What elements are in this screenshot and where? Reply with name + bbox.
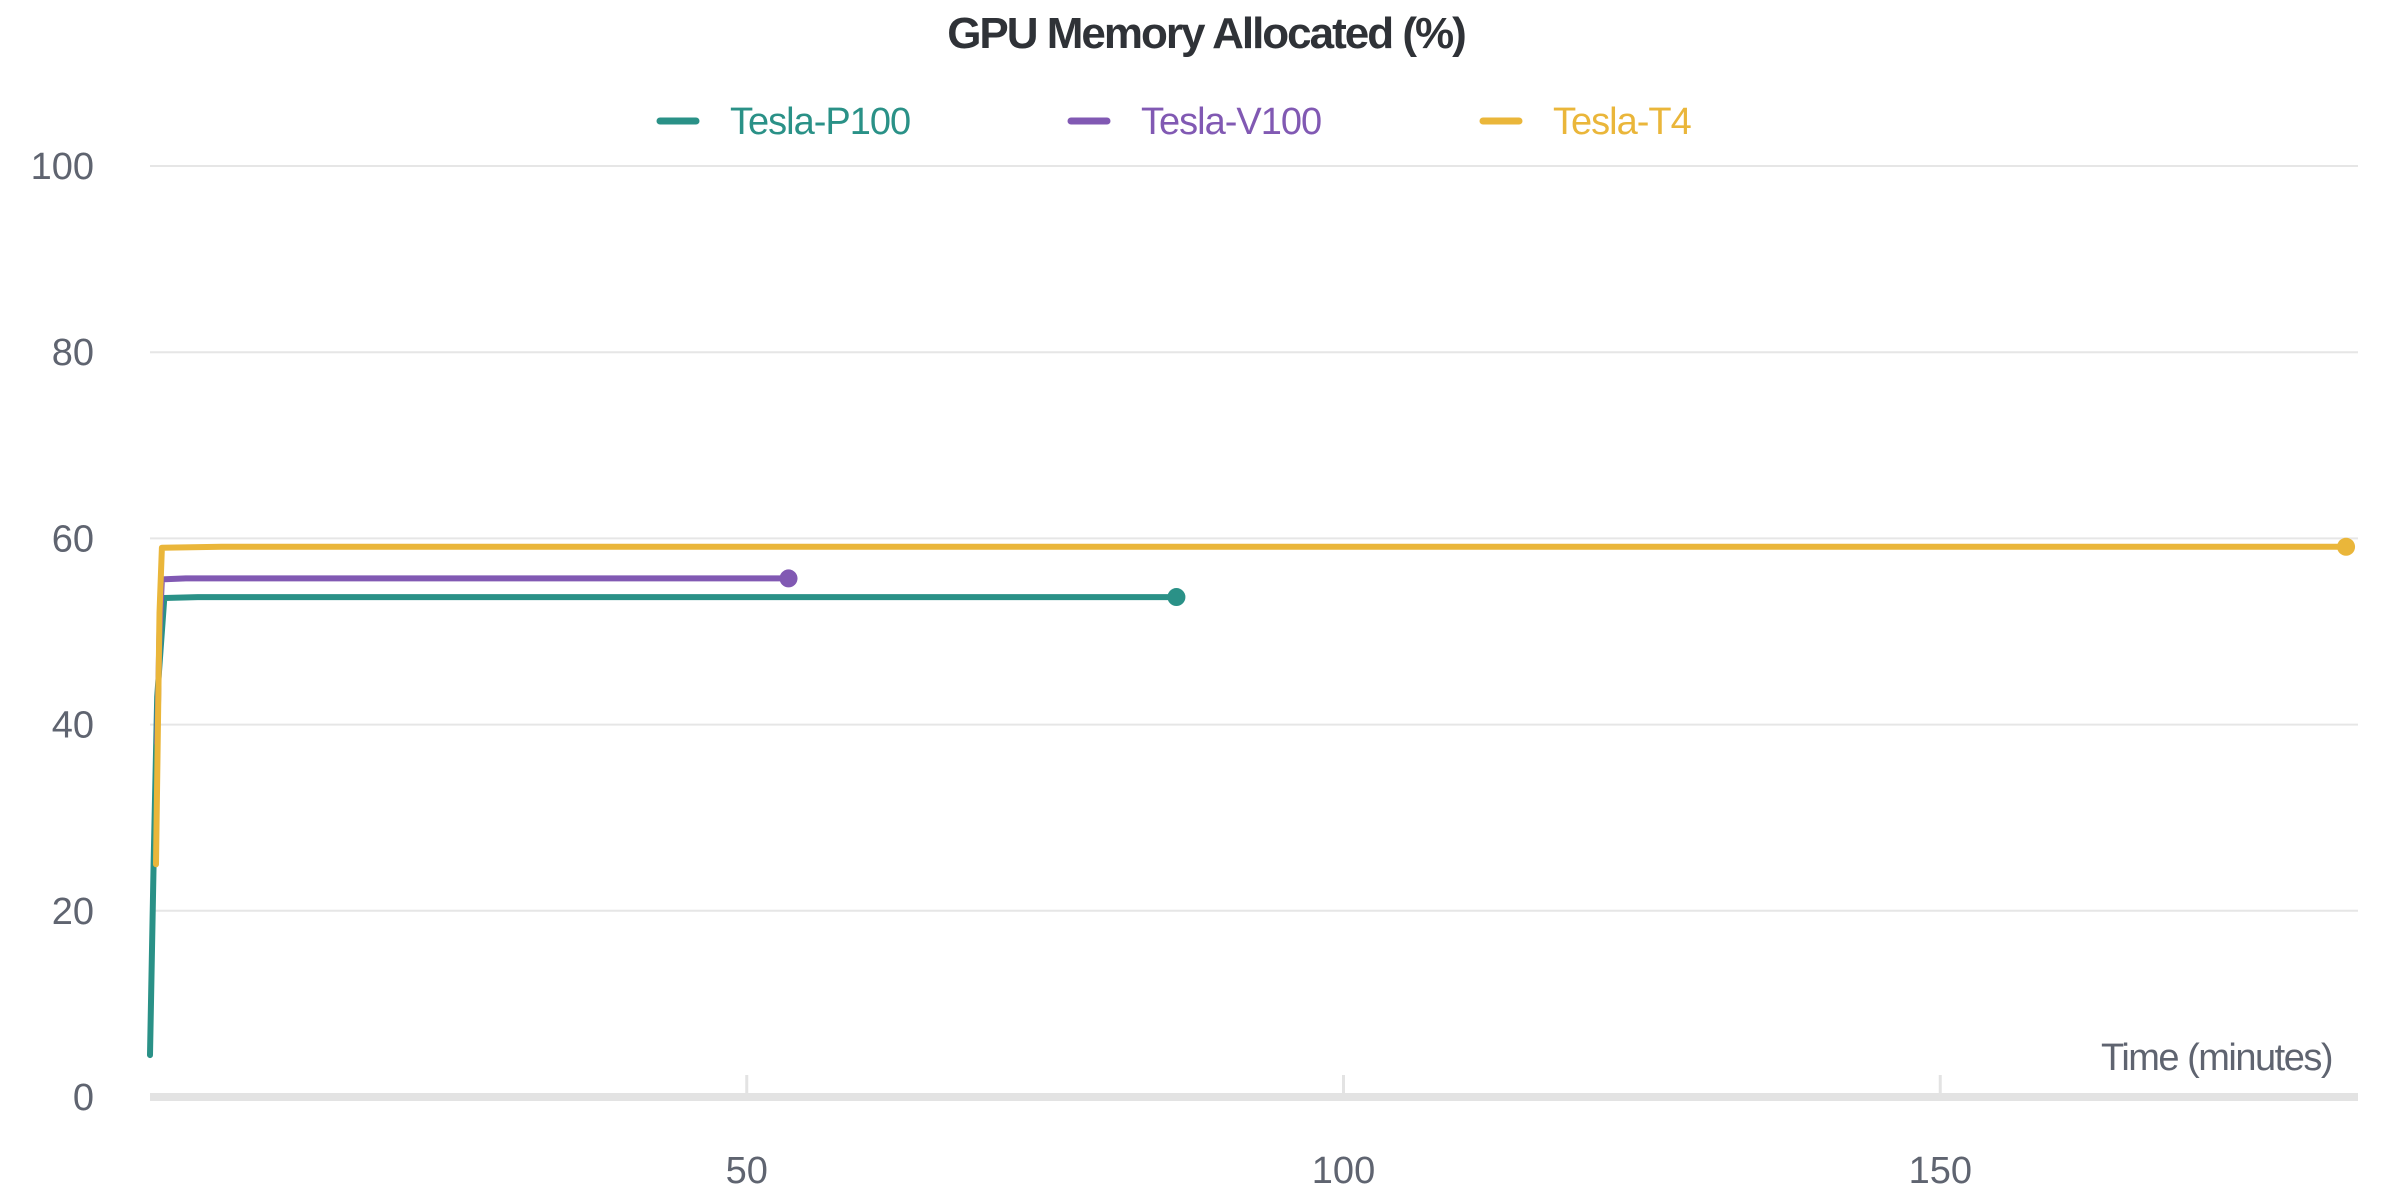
series-end-point (779, 569, 798, 588)
series-end-point (1167, 588, 1186, 607)
x-tick-label: 100 (1312, 1150, 1375, 1192)
legend-label: Tesla-T4 (1553, 101, 1692, 143)
y-tick-label: 60 (52, 518, 94, 560)
x-tick-label: 50 (726, 1150, 768, 1192)
grid (150, 165, 2358, 1101)
y-axis: 0 20 40 60 80 100 (31, 146, 94, 1119)
x-tick-label: 150 (1909, 1150, 1972, 1192)
y-tick-label: 0 (73, 1077, 94, 1119)
legend-item-tesla-t4[interactable]: Tesla-T4 (1479, 101, 1693, 143)
y-tick-label: 40 (52, 705, 94, 747)
x-axis-label: Time (minutes) (2101, 1037, 2332, 1079)
series-line-tesla-v100 (154, 575, 792, 747)
y-tick-label: 20 (52, 891, 94, 933)
legend-label: Tesla-P100 (730, 101, 910, 143)
legend-label: Tesla-V100 (1141, 101, 1321, 143)
legend: Tesla-P100 Tesla-V100 Tesla-T4 (656, 101, 1693, 143)
series-group (147, 537, 2356, 1059)
legend-item-tesla-p100[interactable]: Tesla-P100 (656, 101, 911, 143)
y-tick-label: 100 (31, 146, 94, 188)
series-line-tesla-p100 (147, 594, 1180, 1059)
series-end-point (2337, 537, 2356, 556)
legend-item-tesla-v100[interactable]: Tesla-V100 (1067, 101, 1322, 143)
y-tick-label: 80 (52, 332, 94, 374)
series-line-tesla-t4 (153, 543, 2350, 868)
x-axis: 50 100 150 (726, 1075, 1972, 1192)
chart-title: GPU Memory Allocated (%) (947, 9, 1465, 58)
